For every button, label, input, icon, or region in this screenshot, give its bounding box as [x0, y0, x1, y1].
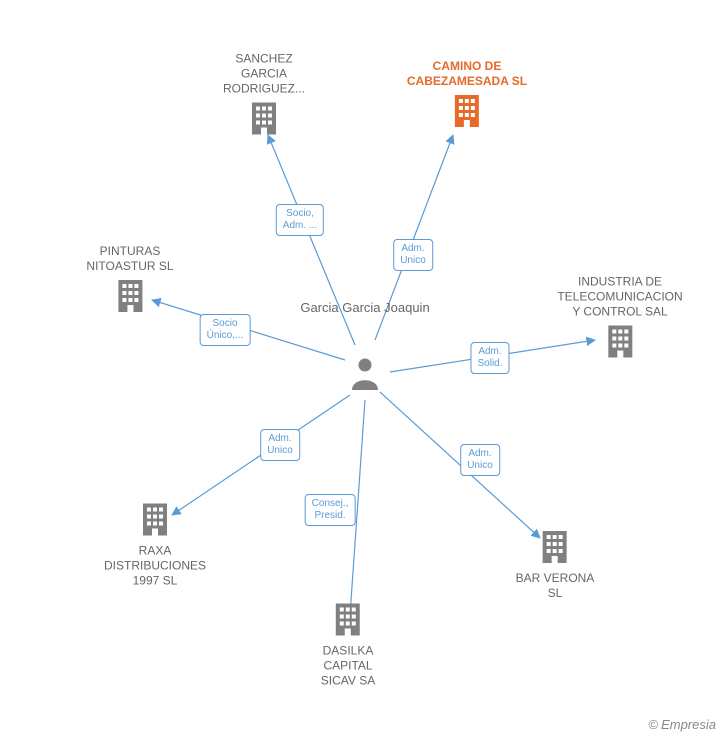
company-label: BAR VERONA SL: [516, 571, 595, 601]
edge-label: Adm. Unico: [260, 429, 300, 461]
edge-label: Consej., Presid.: [305, 494, 356, 526]
building-icon: [321, 602, 375, 640]
company-node-sanchez: SANCHEZ GARCIA RODRIGUEZ...: [223, 52, 305, 139]
company-label: CAMINO DE CABEZAMESADA SL: [407, 59, 527, 89]
building-icon: [223, 101, 305, 139]
company-node-camino: CAMINO DE CABEZAMESADA SL: [407, 59, 527, 131]
network-diagram: Garcia Garcia Joaquin SANCHEZ GARCIA ROD…: [0, 0, 728, 740]
edge-label: Socio, Adm. ...: [276, 204, 324, 236]
company-label: INDUSTRIA DE TELECOMUNICACION Y CONTROL …: [557, 275, 682, 320]
company-label: SANCHEZ GARCIA RODRIGUEZ...: [223, 52, 305, 97]
company-node-dasilka: DASILKA CAPITAL SICAV SA: [321, 602, 375, 689]
building-icon: [104, 502, 206, 540]
watermark-text: Empresia: [661, 717, 716, 732]
company-label: DASILKA CAPITAL SICAV SA: [321, 644, 375, 689]
company-node-industria: INDUSTRIA DE TELECOMUNICACION Y CONTROL …: [557, 275, 682, 362]
edge-label: Adm. Unico: [460, 444, 500, 476]
edge-label: Adm. Unico: [393, 239, 433, 271]
center-node-label: Garcia Garcia Joaquin: [300, 300, 429, 316]
building-icon: [86, 278, 173, 316]
company-label: PINTURAS NITOASTUR SL: [86, 244, 173, 274]
company-label: RAXA DISTRIBUCIONES 1997 SL: [104, 544, 206, 589]
edge-label: Socio Único,...: [200, 314, 251, 346]
building-icon: [407, 93, 527, 131]
copyright-symbol: ©: [648, 717, 658, 732]
company-node-pinturas: PINTURAS NITOASTUR SL: [86, 244, 173, 316]
edge-label: Adm. Solid.: [470, 342, 509, 374]
building-icon: [557, 324, 682, 362]
person-icon: [350, 356, 380, 394]
company-node-barverona: BAR VERONA SL: [516, 529, 595, 601]
watermark: ©Empresia: [648, 717, 716, 732]
company-node-raxa: RAXA DISTRIBUCIONES 1997 SL: [104, 502, 206, 589]
building-icon: [516, 529, 595, 567]
